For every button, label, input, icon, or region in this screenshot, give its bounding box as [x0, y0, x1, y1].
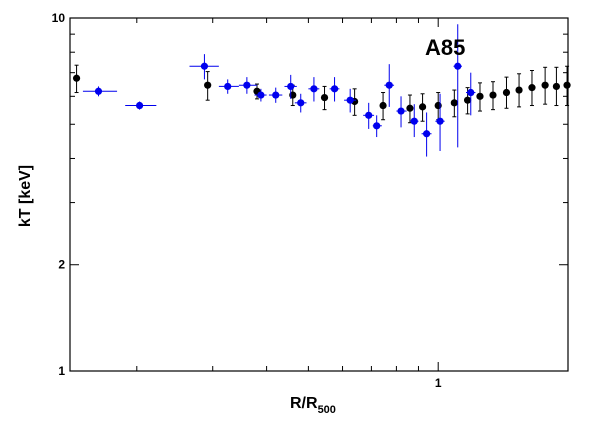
data-point-black [528, 84, 536, 92]
data-point-blue [410, 117, 418, 125]
x-tick-label: 1 [435, 376, 442, 390]
data-point-black [541, 81, 549, 89]
y-tick-label: 1 [58, 364, 65, 378]
data-point-blue [346, 96, 354, 104]
data-point-blue [135, 101, 144, 110]
y-tick-label: 10 [52, 11, 66, 25]
data-point-blue [257, 91, 265, 99]
data-point-blue [467, 88, 475, 97]
tick-labels: 10 2 1 1 [52, 11, 442, 390]
data-point-black [434, 101, 442, 110]
y-axis-label: kT [keV] [17, 165, 34, 227]
data-point-blue [365, 111, 373, 119]
data-point-black [463, 96, 472, 104]
data-point-black [450, 99, 458, 107]
data-point-black [72, 74, 81, 82]
x-axis-label-main: R/R [290, 395, 318, 412]
data-point-blue [330, 85, 339, 93]
data-point-blue [373, 122, 381, 130]
chart-annotation: A85 [425, 35, 465, 60]
data-point-black [563, 81, 571, 89]
data-point-blue [297, 99, 305, 107]
data-marks [72, 24, 571, 157]
data-point-black [379, 101, 387, 110]
data-point-black [406, 104, 414, 112]
x-axis-label-subscript: 500 [318, 404, 336, 416]
data-point-black [552, 82, 561, 91]
data-point-blue [436, 117, 444, 125]
data-point-blue [200, 62, 209, 70]
data-point-blue [385, 81, 393, 89]
data-point-blue [454, 62, 462, 70]
data-point-black [204, 81, 212, 89]
data-point-black [502, 88, 511, 97]
data-point-blue [243, 81, 251, 89]
data-point-blue [310, 85, 318, 93]
y-tick-label: 2 [58, 258, 65, 272]
data-point-black [418, 103, 427, 111]
plot-frame [69, 17, 569, 372]
data-point-blue [94, 87, 103, 95]
data-point-blue [272, 91, 280, 99]
data-point-blue [287, 82, 295, 91]
data-point-blue [397, 107, 405, 115]
x-axis-label: R/R500 [290, 395, 336, 416]
data-point-black [515, 86, 523, 94]
axis-ticks [70, 17, 569, 372]
data-point-blue [224, 82, 232, 91]
data-point-blue [423, 130, 431, 138]
data-point-black [476, 92, 484, 100]
data-point-black [320, 93, 329, 102]
data-point-black [489, 91, 497, 99]
